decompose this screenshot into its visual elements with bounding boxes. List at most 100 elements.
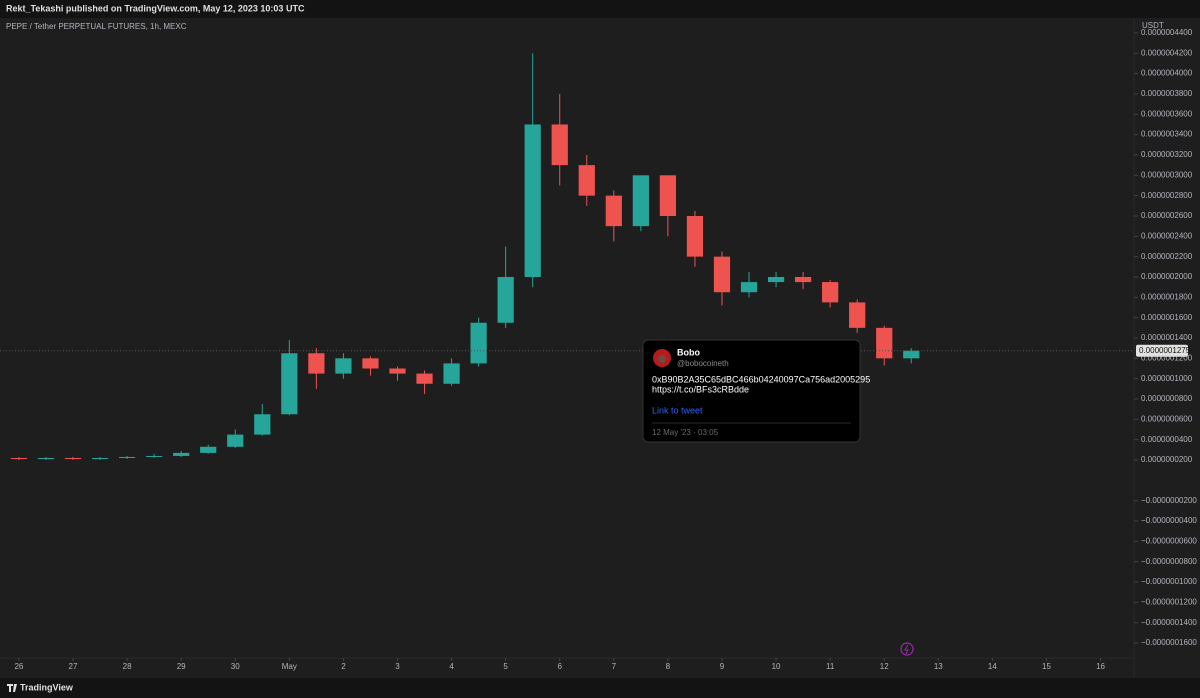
x-tick-label: 10 xyxy=(772,662,781,671)
y-tick-label: 0.0000004200 xyxy=(1141,48,1193,57)
candle-body xyxy=(849,302,866,328)
candle-body xyxy=(470,322,487,364)
event-icon[interactable] xyxy=(900,642,914,656)
candle-body xyxy=(254,414,271,435)
candle-body xyxy=(362,358,379,369)
candle-body xyxy=(822,282,839,303)
x-tick-label: 11 xyxy=(826,662,835,671)
tweet-link[interactable]: Link to tweet xyxy=(652,405,703,415)
y-tick-label: −0.0000001400 xyxy=(1141,618,1197,627)
x-tick-label: 9 xyxy=(720,662,725,671)
tweet-date: 12 May '23 · 03:05 xyxy=(652,428,719,437)
candle-body xyxy=(227,434,244,447)
y-tick-label: −0.0000000800 xyxy=(1141,557,1197,566)
candle-body xyxy=(605,195,622,227)
candle-body xyxy=(118,456,136,458)
x-tick-label: 30 xyxy=(231,662,240,671)
candle-body xyxy=(524,124,541,277)
candle-body xyxy=(876,327,893,359)
candle-body xyxy=(443,363,460,384)
candle-body xyxy=(308,353,325,374)
candle-body xyxy=(497,276,514,323)
y-tick-label: 0.0000003800 xyxy=(1141,89,1193,98)
y-tick-label: 0.0000001200 xyxy=(1141,353,1193,362)
y-tick-label: 0.0000002200 xyxy=(1141,252,1193,261)
x-tick-label: 13 xyxy=(934,662,943,671)
y-tick-label: 0.0000000400 xyxy=(1141,435,1193,444)
x-tick-label: 27 xyxy=(69,662,78,671)
y-tick-label: 0.0000002600 xyxy=(1141,211,1193,220)
candle-body xyxy=(335,358,352,374)
symbol-title: PEPE / Tether PERPETUAL FUTURES, 1h, MEX… xyxy=(6,22,187,31)
tweet-avatar-face xyxy=(658,355,666,363)
candle-body xyxy=(551,124,568,166)
candle-body xyxy=(173,452,190,456)
candle-body xyxy=(794,276,812,283)
x-tick-label: 5 xyxy=(503,662,508,671)
x-tick-label: 29 xyxy=(177,662,186,671)
x-tick-label: 26 xyxy=(14,662,23,671)
x-tick-label: 28 xyxy=(123,662,132,671)
y-tick-label: 0.0000004000 xyxy=(1141,69,1193,78)
y-tick-label: 0.0000001800 xyxy=(1141,292,1193,301)
x-tick-label: 8 xyxy=(666,662,671,671)
last-price-label: 0.0000001275 xyxy=(1139,346,1191,355)
x-tick-label: May xyxy=(282,662,297,671)
y-tick-label: 0.0000000600 xyxy=(1141,414,1193,423)
event-icon-bolt xyxy=(904,644,909,655)
y-tick-label: −0.0000000400 xyxy=(1141,516,1197,525)
candle-body xyxy=(389,368,406,374)
currency: USDT xyxy=(1142,21,1164,30)
y-tick-label: 0.0000001400 xyxy=(1141,333,1193,342)
x-tick-label: 12 xyxy=(880,662,889,671)
y-tick-label: 0.0000002800 xyxy=(1141,191,1193,200)
y-tick-label: 0.0000001600 xyxy=(1141,313,1193,322)
x-tick-label: 6 xyxy=(558,662,563,671)
publisher: Rekt_Tekashi published on TradingView.co… xyxy=(6,3,305,13)
candle-body xyxy=(578,165,595,196)
candle-body xyxy=(10,457,28,460)
y-tick-label: −0.0000000200 xyxy=(1141,496,1197,505)
y-tick-label: 0.0000002400 xyxy=(1141,231,1193,240)
plot: 0.0000004400 0.0000004200 0.0000004000 0.00… xyxy=(0,28,1197,671)
candle-body xyxy=(416,373,433,384)
last-price-tag xyxy=(1136,344,1188,357)
y-tick-label: 0.0000003600 xyxy=(1141,109,1193,118)
y-tick-label: −0.0000001000 xyxy=(1141,577,1197,586)
x-tick-label: 15 xyxy=(1042,662,1051,671)
y-tick-label: −0.0000000600 xyxy=(1141,536,1197,545)
candle-body xyxy=(659,175,677,216)
candle-body xyxy=(713,256,731,293)
candle-body xyxy=(146,455,163,457)
footer-logo xyxy=(7,684,17,692)
y-tick-label: 0.0000000800 xyxy=(1141,394,1193,403)
y-tick-label: 0.0000003200 xyxy=(1141,150,1193,159)
x-tick-label: 4 xyxy=(449,662,454,671)
tweet-handle: @bobocoineth xyxy=(677,359,729,368)
y-tick-label: −0.0000001600 xyxy=(1141,638,1197,647)
y-tick-label: 0.0000000200 xyxy=(1141,455,1193,464)
candle-body xyxy=(200,446,217,453)
tweet-name: Bobo xyxy=(677,347,700,357)
candle-body xyxy=(281,353,298,415)
candle-body xyxy=(903,350,920,359)
candle-body xyxy=(91,457,109,460)
header-bar xyxy=(0,0,1200,18)
tweet-text: 0xB90B2A35C65dBC466b04240097Ca756ad20052… xyxy=(652,374,870,384)
x-tick-label: 7 xyxy=(612,662,617,671)
tweet-url[interactable]: https://t.co/BFs3cRBdde xyxy=(652,384,749,394)
y-tick-label: 0.0000004400 xyxy=(1141,28,1193,37)
y-tick-label: −0.0000001200 xyxy=(1141,597,1197,606)
x-tick-label: 2 xyxy=(341,662,346,671)
y-tick-label: 0.0000002000 xyxy=(1141,272,1193,281)
footer-bar xyxy=(0,678,1200,698)
x-tick-label: 16 xyxy=(1096,662,1105,671)
x-tick-label: 14 xyxy=(988,662,997,671)
candle-body xyxy=(767,276,785,283)
candle-body xyxy=(37,457,55,460)
candle-body xyxy=(632,175,649,227)
y-tick-label: 0.0000001000 xyxy=(1141,374,1193,383)
tweet-card[interactable]: Bobo @bobocoineth 0xB90B2A35C65dBC466b04… xyxy=(642,339,870,443)
